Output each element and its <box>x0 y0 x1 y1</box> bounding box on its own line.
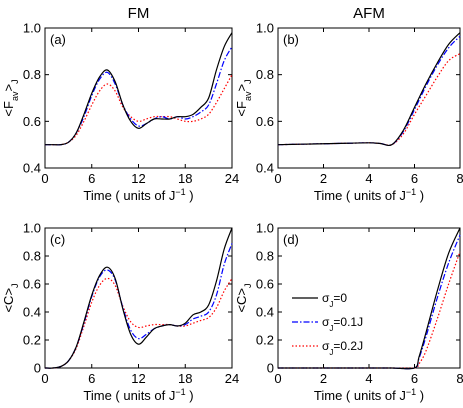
y-tick-label: 1.0 <box>23 21 41 36</box>
y-tick-label: 1.0 <box>23 221 41 236</box>
y-tick-label: 1.0 <box>256 221 274 236</box>
column-title-afm: AFM <box>353 5 385 22</box>
series-line-0 <box>277 32 461 147</box>
x-tick-label: 8 <box>456 171 463 186</box>
y-tick-label: 0.4 <box>256 161 274 176</box>
y-tick-label: 0.4 <box>23 305 41 320</box>
x-tick-label: 2 <box>320 371 327 386</box>
x-tick-label: 4 <box>365 171 372 186</box>
series-line-0 <box>45 32 233 146</box>
y-tick-label: 0.8 <box>23 249 41 264</box>
legend-label: σJ=0.2J <box>322 339 363 357</box>
x-tick-label: 6 <box>411 171 418 186</box>
x-tick-label: 12 <box>131 171 145 186</box>
x-tick-label: 8 <box>456 371 463 386</box>
panel-d: 0 2 4 6 8 0 0.2 0.4 0.6 0.8 1.0 (d) Time ( units of … <box>234 221 463 404</box>
x-tick-label: 12 <box>131 371 145 386</box>
y-tick-label: 0 <box>34 361 41 376</box>
y-tick-label: 0.6 <box>256 277 274 292</box>
panel-c: 0 6 12 18 24 0 0.2 0.4 0.6 0.8 1.0 (c) Time ( units … <box>1 221 239 404</box>
axes-frame <box>277 27 461 169</box>
series-line-0 <box>44 227 233 369</box>
y-axis-label: <Fav>J <box>1 79 20 116</box>
series-line-0 <box>278 227 461 370</box>
legend-label: σJ=0 <box>322 291 347 309</box>
x-axis-label: Time ( units of J−1 ) <box>83 387 193 403</box>
legend: σJ=0 σJ=0.1J σJ=0.2J <box>292 291 363 357</box>
y-tick-label: 0.8 <box>256 249 274 264</box>
legend-label: σJ=0.1J <box>322 315 363 333</box>
x-tick-label: 0 <box>274 171 281 186</box>
y-tick-label: 1.0 <box>256 21 274 36</box>
x-tick-label: 18 <box>178 171 192 186</box>
x-tick-label: 4 <box>365 371 372 386</box>
y-tick-label: 0.2 <box>23 333 41 348</box>
y-tick-label: 0.4 <box>256 305 274 320</box>
x-tick-label: 6 <box>88 171 95 186</box>
series-line-2 <box>44 277 233 369</box>
panel-label: (b) <box>283 32 299 47</box>
x-tick-label: 24 <box>225 371 239 386</box>
y-axis-label: <Fav>J <box>234 79 253 116</box>
x-axis-label: Time ( units of J−1 ) <box>314 387 424 403</box>
x-tick-label: 18 <box>178 371 192 386</box>
y-tick-label: 0.6 <box>256 114 274 129</box>
y-tick-label: 0.6 <box>23 114 41 129</box>
panel-label: (d) <box>283 232 299 247</box>
x-tick-label: 2 <box>320 171 327 186</box>
x-axis-label: Time ( units of J−1 ) <box>83 187 193 203</box>
x-tick-label: 0 <box>41 171 48 186</box>
x-tick-label: 6 <box>88 371 95 386</box>
panel-a: 0 6 12 18 24 0.4 0.6 0.8 1.0 (a) Time ( units of J… <box>1 21 239 204</box>
y-tick-label: 0.2 <box>256 333 274 348</box>
x-tick-label: 0 <box>41 371 48 386</box>
y-tick-label: 0.4 <box>23 161 41 176</box>
x-tick-label: 24 <box>225 171 239 186</box>
x-axis-label: Time ( units of J−1 ) <box>314 187 424 203</box>
y-tick-label: 0.8 <box>256 67 274 82</box>
panel-b: 0 2 4 6 8 0.4 0.6 0.8 1.0 (b) Time ( units of J−1 … <box>234 21 463 204</box>
axes-frame <box>44 227 233 369</box>
column-title-fm: FM <box>128 5 150 22</box>
y-tick-label: 0.8 <box>23 67 41 82</box>
x-tick-label: 6 <box>411 371 418 386</box>
panel-label: (c) <box>50 232 65 247</box>
y-axis-label: <C>J <box>1 283 20 312</box>
x-tick-label: 0 <box>274 371 281 386</box>
panel-label: (a) <box>50 32 66 47</box>
axes-frame <box>44 27 233 169</box>
y-axis-label: <C>J <box>234 283 253 312</box>
y-tick-label: 0.6 <box>23 277 41 292</box>
y-tick-label: 0 <box>267 361 274 376</box>
series-line-1 <box>44 243 233 369</box>
